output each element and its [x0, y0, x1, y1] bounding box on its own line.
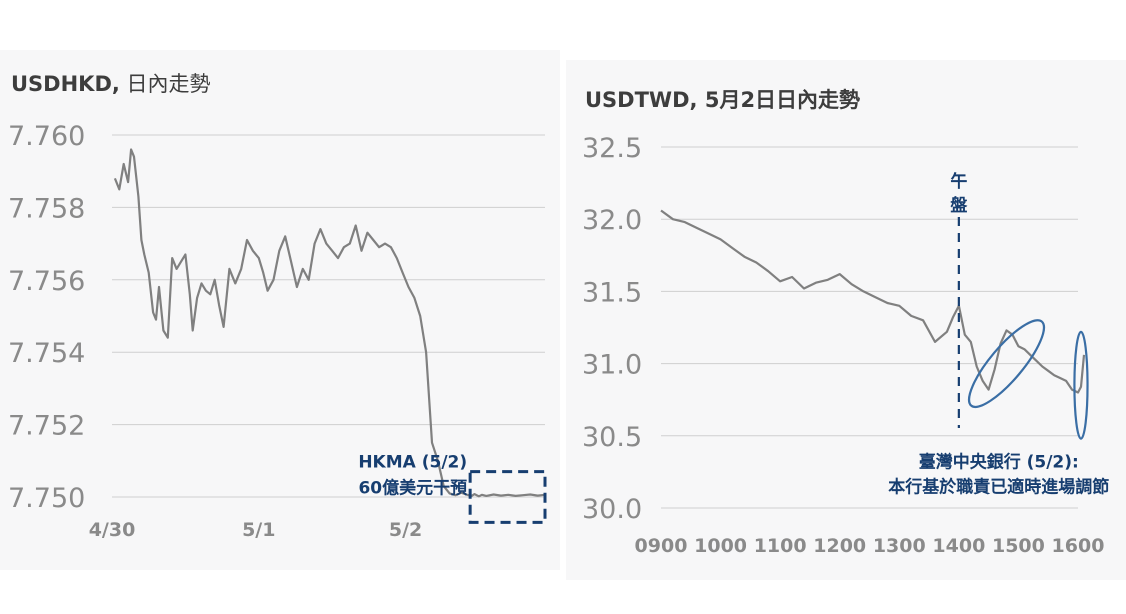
usdhkd-chart-title: USDHKD, 日內走勢: [11, 68, 211, 98]
usdhkd-title-ticker: USDHKD,: [11, 72, 120, 96]
usdhkd-y-tick-label: 7.756: [8, 266, 85, 297]
usdtwd-y-tick-label: 30.5: [582, 422, 642, 453]
usdtwd-x-tick-label: 1400: [932, 535, 985, 557]
usdhkd-y-tick-label: 7.754: [8, 338, 85, 369]
usdtwd-x-tick-label: 0900: [635, 535, 688, 557]
usdhkd-title-text: 日內走勢: [119, 72, 211, 96]
hkma-annotation-text: HKMA (5/2): [358, 453, 467, 473]
usdtwd-x-tick-label: 1300: [873, 535, 926, 557]
usdhkd-chart-panel: USDHKD, 日內走勢 7.760 7.758 7.756 7.754 7.752 7.…: [0, 0, 560, 614]
usdtwd-x-tick-label: 1500: [992, 535, 1045, 557]
hkma-annotation-text: 60億美元干預: [358, 478, 468, 499]
usdtwd-y-tick-label: 30.0: [582, 494, 642, 525]
usdhkd-series-line: [113, 148, 546, 498]
usdtwd-y-tick-label: 31.0: [582, 350, 642, 381]
usdhkd-y-tick-label: 7.750: [8, 483, 85, 514]
midday-label: 盤: [950, 195, 968, 216]
hkma-intervention-box: [468, 470, 547, 524]
usdtwd-y-tick-label: 32.0: [582, 205, 642, 236]
usdtwd-title-ticker: USDTWD,: [585, 88, 698, 112]
highlight-ellipse: [967, 319, 1046, 409]
cbc-annotation-text: 臺灣中央銀行 (5/2):: [919, 452, 1079, 473]
highlight-ellipse: [1073, 330, 1089, 440]
usdhkd-x-tick-label: 5/2: [389, 519, 422, 541]
usdtwd-x-tick-label: 1000: [694, 535, 747, 557]
usdtwd-chart-panel: USDTWD, 5月2日日內走勢 32.5 32.0 31.5 31.0 30.5 30.…: [566, 0, 1126, 614]
usdtwd-x-tick-label: 1200: [813, 535, 866, 557]
usdtwd-y-tick-label: 32.5: [582, 133, 642, 164]
usdtwd-y-tick-label: 31.5: [582, 277, 642, 308]
usdtwd-x-tick-label: 1600: [1052, 535, 1105, 557]
usdhkd-y-tick-label: 7.758: [8, 193, 85, 224]
cbc-annotation-text: 本行基於職責已適時進場調節: [888, 477, 1109, 498]
midday-label: 午: [950, 171, 967, 192]
usdhkd-y-tick-label: 7.760: [8, 121, 85, 152]
usdhkd-x-tick-label: 5/1: [242, 519, 275, 541]
usdtwd-chart-title: USDTWD, 5月2日日內走勢: [585, 84, 860, 114]
usdtwd-x-tick-label: 1100: [754, 535, 807, 557]
usdtwd-title-text: 5月2日日內走勢: [697, 88, 861, 112]
usdhkd-chart-background: [0, 50, 560, 570]
usdtwd-series-line: [660, 209, 1086, 394]
usdhkd-y-tick-label: 7.752: [8, 411, 85, 442]
usdhkd-x-tick-label: 4/30: [89, 519, 136, 541]
usdtwd-line-chart: 32.5 32.0 31.5 31.0 30.5 30.0 0900 1000 1100 1200…: [582, 133, 1109, 557]
